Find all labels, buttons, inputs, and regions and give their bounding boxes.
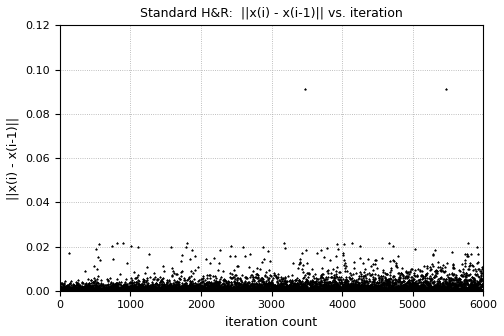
X-axis label: iteration count: iteration count — [225, 316, 318, 329]
Y-axis label: ||x(i) - x(i-1)||: ||x(i) - x(i-1)|| — [7, 117, 20, 200]
Title: Standard H&R:  ||x(i) - x(i-1)|| vs. iteration: Standard H&R: ||x(i) - x(i-1)|| vs. iter… — [140, 7, 403, 20]
